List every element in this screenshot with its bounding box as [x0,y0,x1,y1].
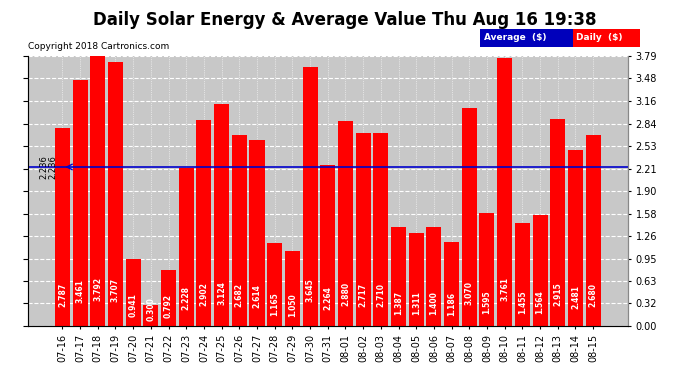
Bar [373,133,388,326]
Text: 2.481: 2.481 [571,285,580,309]
Text: 2.264: 2.264 [323,286,333,310]
Text: 2.787: 2.787 [58,282,67,307]
Text: 2.680: 2.680 [589,284,598,308]
Text: Daily  ($): Daily ($) [576,33,622,42]
Bar [267,243,282,326]
Bar [497,58,512,326]
Text: 1.564: 1.564 [535,290,544,314]
Text: 1.165: 1.165 [270,292,279,316]
Bar [355,133,371,326]
Text: 2.236: 2.236 [48,155,57,179]
Bar [338,121,353,326]
Text: 3.792: 3.792 [93,277,102,301]
Bar [179,168,194,326]
Bar [391,228,406,326]
Text: 3.761: 3.761 [500,277,509,301]
Bar [285,252,300,326]
Bar [586,135,600,326]
Bar [480,213,495,326]
Bar [72,80,88,326]
Bar [232,135,247,326]
Text: 2.236: 2.236 [39,155,48,179]
Text: 3.124: 3.124 [217,281,226,305]
Text: 1.595: 1.595 [482,290,491,314]
Bar [250,140,264,326]
Text: Daily Solar Energy & Average Value Thu Aug 16 19:38: Daily Solar Energy & Average Value Thu A… [93,11,597,29]
Bar [108,62,123,326]
Bar [55,128,70,326]
Bar [550,118,565,326]
Bar [533,215,548,326]
Bar [408,233,424,326]
Text: 3.461: 3.461 [76,279,85,303]
Bar [126,259,141,326]
Bar [444,242,459,326]
Bar [515,223,530,326]
Text: 1.050: 1.050 [288,293,297,317]
Text: 2.902: 2.902 [199,282,208,306]
Bar [144,305,159,326]
Text: 1.455: 1.455 [518,291,527,314]
Text: 2.682: 2.682 [235,284,244,308]
Bar [320,165,335,326]
Text: 3.070: 3.070 [465,281,474,305]
Text: 2.614: 2.614 [253,284,262,308]
Text: 1.186: 1.186 [447,292,456,316]
Bar [426,226,442,326]
Text: 2.228: 2.228 [181,286,190,310]
Bar [302,67,317,326]
Bar [197,120,211,326]
Text: 2.710: 2.710 [376,283,385,307]
Bar [214,104,229,326]
Text: 1.400: 1.400 [429,291,438,315]
Bar [161,270,176,326]
Text: Average  ($): Average ($) [484,33,546,42]
Text: 2.915: 2.915 [553,282,562,306]
Text: 1.311: 1.311 [412,291,421,315]
Bar [90,56,106,326]
Bar [462,108,477,326]
Text: 0.300: 0.300 [146,297,155,321]
Text: 2.880: 2.880 [341,282,350,306]
Text: 1.387: 1.387 [394,291,403,315]
Text: 3.707: 3.707 [111,278,120,302]
Text: 0.792: 0.792 [164,294,173,318]
Text: 3.645: 3.645 [306,278,315,302]
Bar [568,150,583,326]
Text: Copyright 2018 Cartronics.com: Copyright 2018 Cartronics.com [28,42,169,51]
Text: 2.717: 2.717 [359,283,368,307]
Text: 0.941: 0.941 [128,294,138,317]
